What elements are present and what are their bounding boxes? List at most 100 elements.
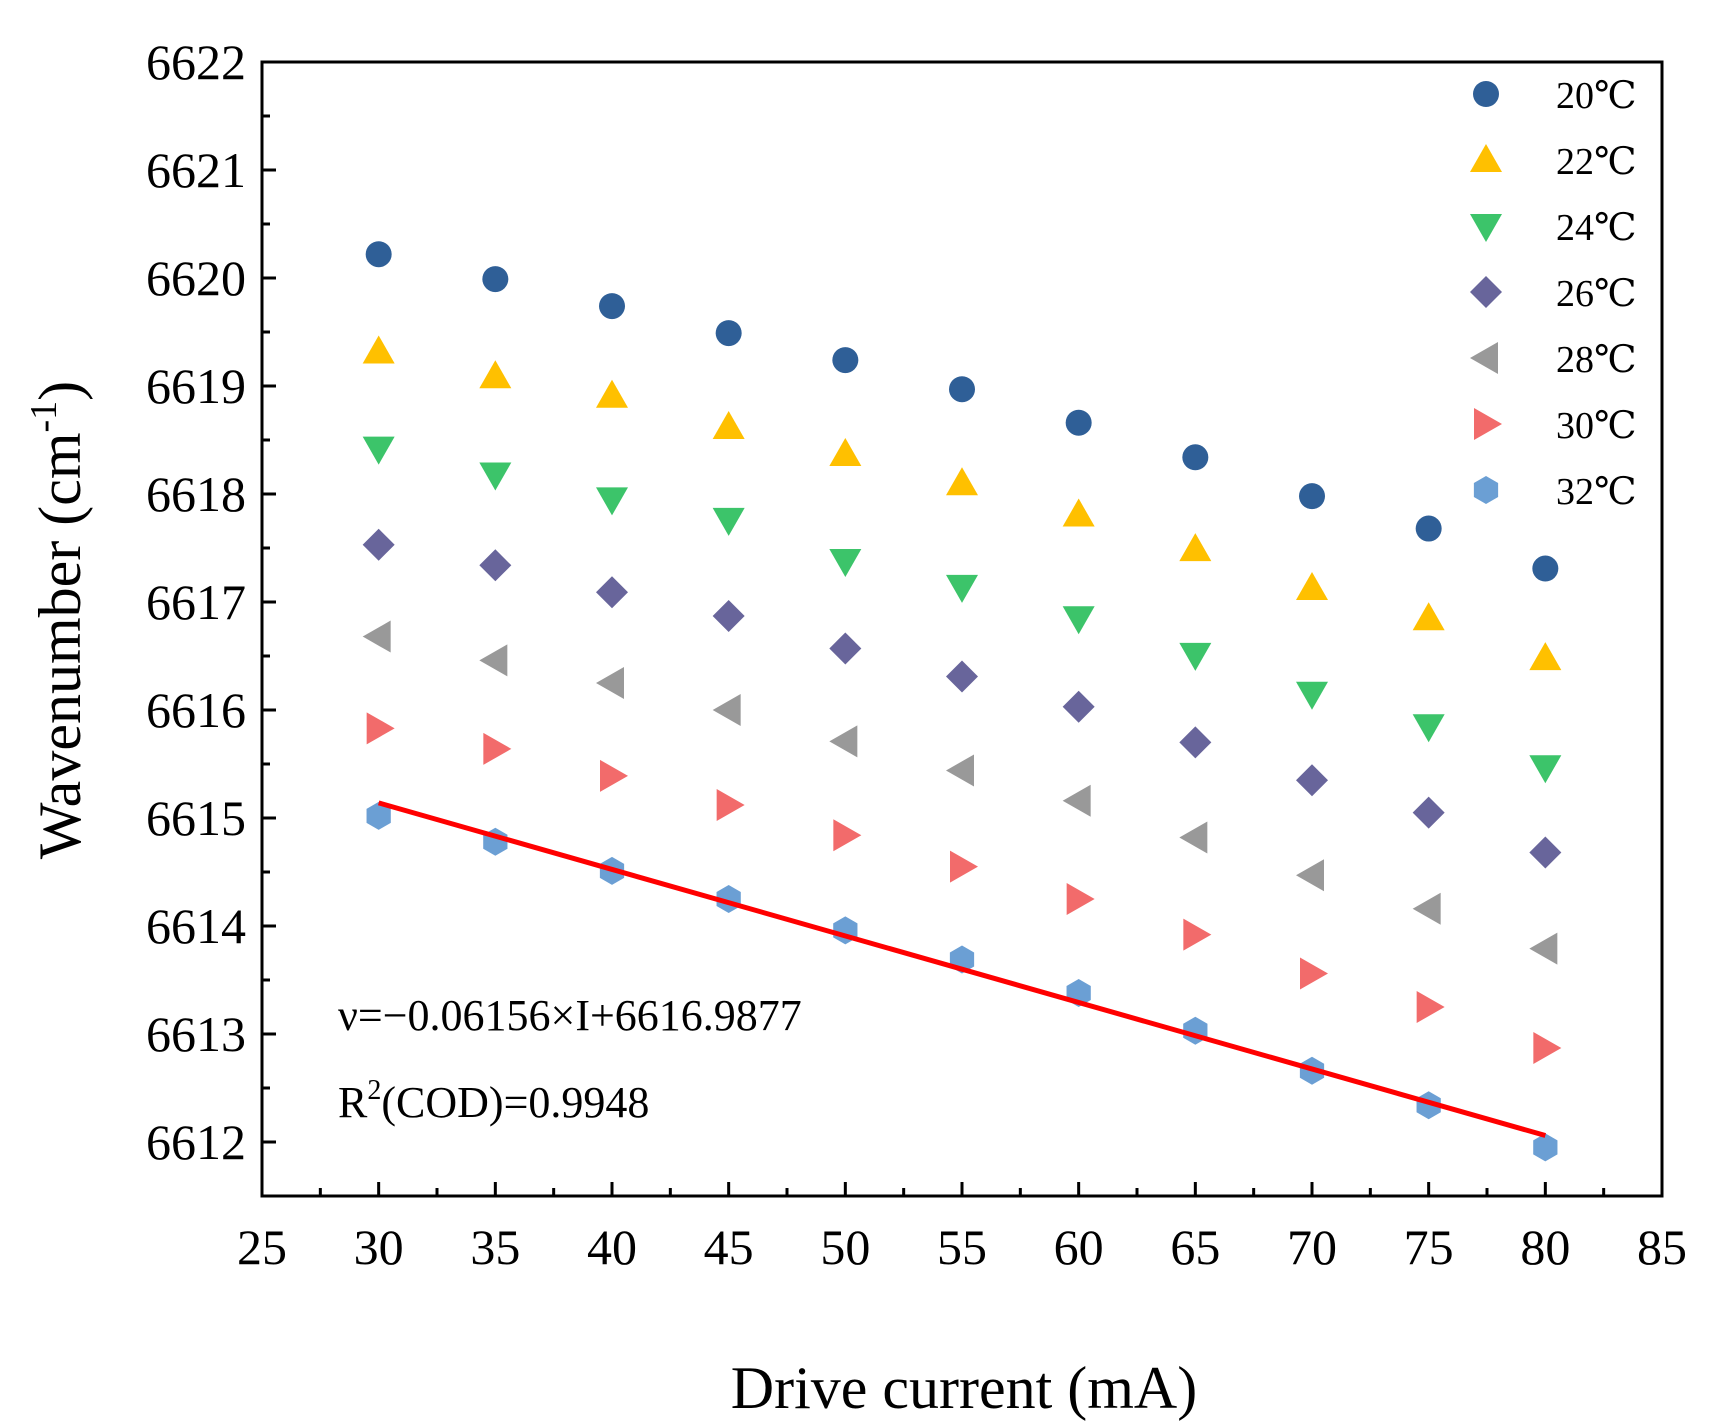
legend-label-4: 28℃ xyxy=(1556,339,1637,381)
point-series-3-75 xyxy=(1412,796,1445,829)
point-series-5-45 xyxy=(716,789,745,822)
point-series-6-80 xyxy=(1533,1133,1558,1162)
data-points xyxy=(362,241,1562,1162)
point-series-5-75 xyxy=(1416,991,1445,1023)
point-series-3-65 xyxy=(1179,726,1212,759)
point-series-1-55 xyxy=(946,467,978,496)
point-series-2-60 xyxy=(1062,606,1095,635)
x-tick-label: 70 xyxy=(1287,1219,1337,1275)
point-series-3-70 xyxy=(1296,764,1328,797)
legend-marker-1 xyxy=(1470,144,1502,172)
point-series-5-40 xyxy=(600,759,628,792)
y-tick-label: 6614 xyxy=(146,898,246,954)
y-axis-title-suffix: ) xyxy=(27,381,93,401)
legend-marker-3 xyxy=(1470,276,1502,308)
point-series-1-30 xyxy=(362,335,395,364)
legend-marker-0 xyxy=(1473,81,1499,107)
legend-marker-2 xyxy=(1470,214,1502,242)
y-tick-label: 6618 xyxy=(146,466,246,522)
fit-r-squared: R2(COD)=0.9948 xyxy=(338,1075,649,1127)
legend: 20℃ 22℃ 24℃ 26℃ 28℃ 30℃ 32℃ xyxy=(1470,75,1637,513)
y-tick-label: 6616 xyxy=(146,682,246,738)
y-tick-label: 6617 xyxy=(146,574,246,630)
point-series-5-70 xyxy=(1300,957,1328,990)
point-series-1-65 xyxy=(1179,533,1212,562)
legend-marker-5 xyxy=(1474,408,1502,440)
point-series-3-30 xyxy=(362,528,395,561)
point-series-5-35 xyxy=(483,732,512,765)
point-series-1-60 xyxy=(1062,498,1095,527)
x-tick-label: 45 xyxy=(704,1219,754,1275)
x-tick-label: 65 xyxy=(1170,1219,1220,1275)
x-tick-label: 30 xyxy=(354,1219,404,1275)
legend-marker-4 xyxy=(1470,342,1498,374)
point-series-3-55 xyxy=(946,660,978,693)
fit-line-group xyxy=(377,800,1547,1138)
point-series-2-80 xyxy=(1529,755,1562,784)
legend-label-3: 26℃ xyxy=(1556,273,1637,315)
r2-suffix: (COD)=0.9948 xyxy=(381,1078,649,1127)
y-tick-label: 6612 xyxy=(146,1114,246,1170)
point-series-2-30 xyxy=(362,436,395,465)
point-series-1-50 xyxy=(829,438,862,467)
y-tick-label: 6615 xyxy=(146,790,246,846)
r2-superscript: 2 xyxy=(367,1075,381,1106)
point-series-3-80 xyxy=(1529,836,1562,869)
x-tick-label: 25 xyxy=(237,1219,287,1275)
point-series-4-80 xyxy=(1529,932,1558,965)
y-tick-label: 6613 xyxy=(146,1006,246,1062)
point-series-4-45 xyxy=(712,694,741,726)
point-series-0-30 xyxy=(365,241,392,268)
point-series-4-75 xyxy=(1412,892,1441,925)
point-series-0-35 xyxy=(482,266,509,293)
legend-label-6: 32℃ xyxy=(1556,471,1637,513)
x-tick-label: 40 xyxy=(587,1219,637,1275)
point-series-3-40 xyxy=(596,576,628,609)
point-series-1-35 xyxy=(479,360,512,389)
y-axis-title-superscript: -1 xyxy=(23,401,65,433)
point-series-4-60 xyxy=(1062,784,1091,817)
legend-label-0: 20℃ xyxy=(1556,75,1637,117)
fit-equation: ν=−0.06156×I+6616.9877 xyxy=(338,991,802,1040)
point-series-0-55 xyxy=(949,376,975,403)
r2-prefix: R xyxy=(338,1078,368,1127)
x-tick-label: 75 xyxy=(1404,1219,1454,1275)
point-series-1-40 xyxy=(596,379,628,408)
point-series-3-50 xyxy=(829,632,862,665)
y-tick-label: 6619 xyxy=(146,358,246,414)
x-tick-label: 80 xyxy=(1520,1219,1570,1275)
point-series-2-45 xyxy=(712,507,745,536)
point-series-0-75 xyxy=(1415,515,1442,542)
point-series-0-45 xyxy=(715,320,742,347)
y-tick-label: 6621 xyxy=(146,142,246,198)
point-series-1-70 xyxy=(1296,571,1328,600)
legend-label-2: 24℃ xyxy=(1556,207,1637,249)
point-series-0-40 xyxy=(599,293,625,320)
point-series-2-65 xyxy=(1179,642,1212,671)
point-series-2-50 xyxy=(829,548,862,577)
point-series-0-60 xyxy=(1065,409,1092,436)
point-series-0-50 xyxy=(832,347,859,374)
axes: 25 30 35 40 45 50 55 60 65 70 75 80 85 6612 6613 6614 66… xyxy=(146,34,1687,1275)
point-series-0-70 xyxy=(1299,483,1325,510)
point-series-4-40 xyxy=(596,667,624,699)
point-series-5-60 xyxy=(1066,883,1095,915)
y-axis-title-main: Wavenumber (cm xyxy=(27,432,93,859)
point-series-3-45 xyxy=(712,600,745,633)
point-series-5-65 xyxy=(1183,918,1212,951)
point-series-4-30 xyxy=(362,620,391,653)
point-series-2-35 xyxy=(479,462,512,491)
point-series-0-65 xyxy=(1182,444,1209,471)
x-axis-title: Drive current (mA) xyxy=(731,1355,1197,1421)
y-tick-label: 6620 xyxy=(146,250,246,306)
point-series-2-55 xyxy=(946,574,978,603)
x-tick-label: 35 xyxy=(470,1219,520,1275)
x-tick-label: 50 xyxy=(820,1219,870,1275)
point-series-5-55 xyxy=(950,850,978,883)
point-series-2-75 xyxy=(1412,714,1445,743)
point-series-0-80 xyxy=(1532,555,1559,582)
point-series-2-70 xyxy=(1296,681,1328,710)
point-series-1-80 xyxy=(1529,642,1562,671)
point-series-4-35 xyxy=(479,644,508,677)
